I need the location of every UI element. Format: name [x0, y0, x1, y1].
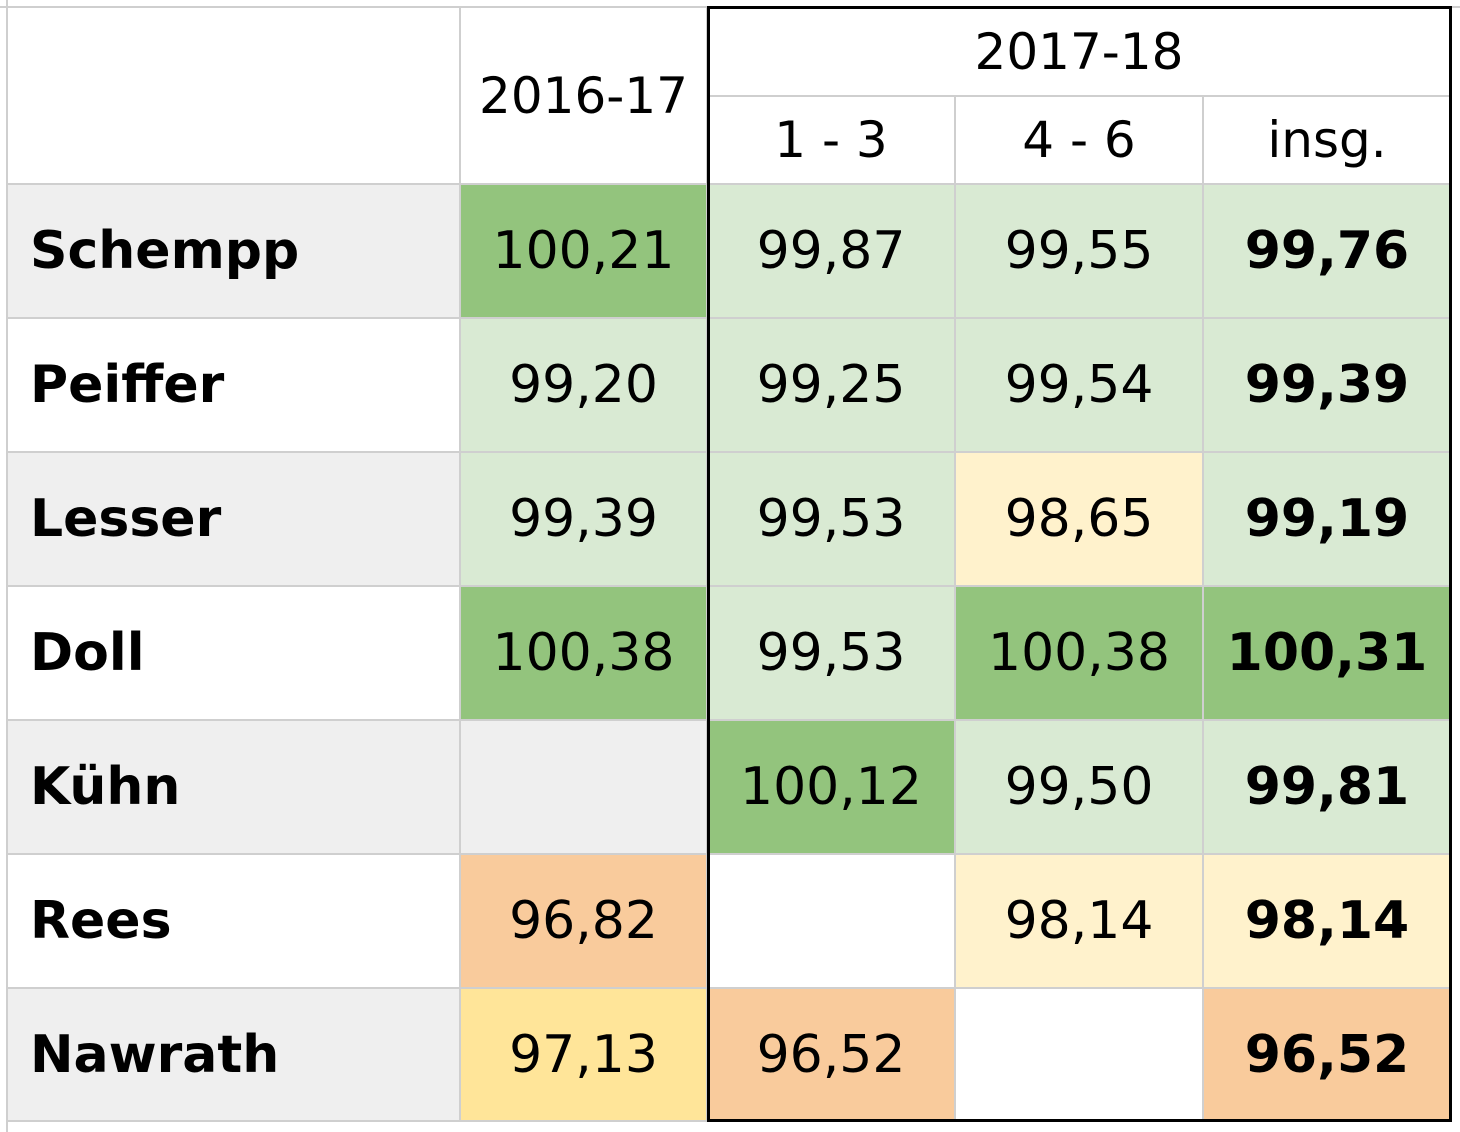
value-cell-2016-17[interactable]: 100,38: [461, 587, 708, 721]
grid-top-edge: [0, 0, 1460, 8]
value-cell-insg[interactable]: 99,19: [1204, 453, 1452, 587]
value-cell-insg[interactable]: 99,39: [1204, 319, 1452, 453]
value-cell-insg[interactable]: 100,31: [1204, 587, 1452, 721]
value-cell-insg[interactable]: 99,81: [1204, 721, 1452, 855]
header-sub-1-3[interactable]: 1 - 3: [708, 97, 956, 185]
row-name-cell[interactable]: Nawrath: [8, 989, 461, 1122]
value-cell-4-6[interactable]: [956, 989, 1204, 1122]
value-cell-2016-17[interactable]: 99,39: [461, 453, 708, 587]
value-cell-4-6[interactable]: 99,54: [956, 319, 1204, 453]
value-cell-2016-17[interactable]: 97,13: [461, 989, 708, 1122]
row-name-cell[interactable]: Rees: [8, 855, 461, 989]
value-cell-4-6[interactable]: 99,50: [956, 721, 1204, 855]
header-sub-insg[interactable]: insg.: [1204, 97, 1452, 185]
value-cell-1-3[interactable]: 100,12: [708, 721, 956, 855]
value-cell-4-6[interactable]: 98,65: [956, 453, 1204, 587]
value-cell-1-3[interactable]: 99,87: [708, 185, 956, 319]
row-name-cell[interactable]: Schempp: [8, 185, 461, 319]
value-cell-1-3[interactable]: [708, 855, 956, 989]
grid-left-edge: [0, 0, 8, 1132]
value-cell-2016-17[interactable]: [461, 721, 708, 855]
row-name-cell[interactable]: Lesser: [8, 453, 461, 587]
row-name-cell[interactable]: Kühn: [8, 721, 461, 855]
value-cell-2016-17[interactable]: 96,82: [461, 855, 708, 989]
value-cell-insg[interactable]: 99,76: [1204, 185, 1452, 319]
header-season-2016-17[interactable]: 2016-17: [461, 8, 708, 185]
header-sub-4-6[interactable]: 4 - 6: [956, 97, 1204, 185]
header-corner-cell[interactable]: [8, 8, 461, 185]
value-cell-2016-17[interactable]: 99,20: [461, 319, 708, 453]
value-cell-4-6[interactable]: 99,55: [956, 185, 1204, 319]
value-cell-1-3[interactable]: 96,52: [708, 989, 956, 1122]
row-name-cell[interactable]: Doll: [8, 587, 461, 721]
value-cell-4-6[interactable]: 100,38: [956, 587, 1204, 721]
value-cell-insg[interactable]: 96,52: [1204, 989, 1452, 1122]
value-cell-4-6[interactable]: 98,14: [956, 855, 1204, 989]
value-cell-1-3[interactable]: 99,53: [708, 453, 956, 587]
value-cell-2016-17[interactable]: 100,21: [461, 185, 708, 319]
value-cell-1-3[interactable]: 99,25: [708, 319, 956, 453]
row-name-cell[interactable]: Peiffer: [8, 319, 461, 453]
value-cell-1-3[interactable]: 99,53: [708, 587, 956, 721]
value-cell-insg[interactable]: 98,14: [1204, 855, 1452, 989]
header-season-2017-18[interactable]: 2017-18: [708, 8, 1452, 97]
